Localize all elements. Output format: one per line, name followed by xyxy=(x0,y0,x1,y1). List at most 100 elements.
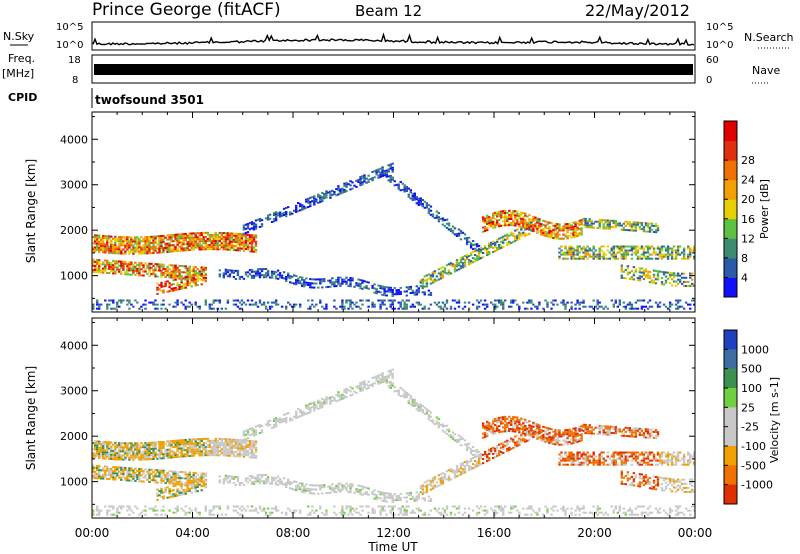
power-cell xyxy=(598,225,601,228)
power-cell xyxy=(240,307,244,310)
power-cell xyxy=(226,275,230,278)
power-cell xyxy=(166,238,169,241)
velocity-cell xyxy=(190,475,193,478)
velocity-cell xyxy=(204,507,207,510)
power-cell xyxy=(504,214,507,216)
power-cell xyxy=(116,262,119,265)
velocity-cell xyxy=(100,509,103,512)
power-cell xyxy=(96,271,99,274)
velocity-cell xyxy=(138,476,141,479)
power-cell xyxy=(96,263,99,265)
power-cell xyxy=(186,234,189,237)
power-cell xyxy=(313,203,316,206)
velocity-cell xyxy=(208,513,211,516)
power-cell xyxy=(138,268,141,271)
velocity-cell xyxy=(196,479,199,482)
power-cell xyxy=(610,299,613,302)
power-cell xyxy=(691,278,694,281)
velocity-cell xyxy=(186,442,189,445)
power-cell xyxy=(303,207,306,210)
velocity-cell xyxy=(92,466,95,469)
power-cell xyxy=(222,274,225,277)
power-cell xyxy=(550,301,553,304)
velocity-cell xyxy=(204,472,207,475)
velocity-cell xyxy=(391,501,394,504)
power-cell xyxy=(98,271,101,274)
power-cell xyxy=(120,236,123,239)
power-cell xyxy=(148,252,151,255)
power-cell xyxy=(528,222,531,225)
power-cell xyxy=(126,299,129,302)
power-cell xyxy=(343,188,346,191)
velocity-cell xyxy=(236,505,240,508)
power-cell xyxy=(530,225,533,228)
power-cell xyxy=(180,243,183,246)
power-cell xyxy=(156,269,159,272)
power-cell xyxy=(608,223,611,226)
power-cell xyxy=(578,303,581,306)
power-cell xyxy=(258,219,262,222)
power-cell xyxy=(558,229,561,232)
velocity-cell xyxy=(158,475,161,478)
power-cell xyxy=(307,197,310,200)
power-cell xyxy=(122,236,125,239)
power-cell xyxy=(166,268,169,271)
power-cell xyxy=(614,224,617,227)
velocity-cell xyxy=(132,458,135,461)
velocity-cell xyxy=(353,491,356,494)
power-cell xyxy=(471,248,475,251)
velocity-cell xyxy=(407,399,410,402)
power-cell xyxy=(636,255,640,258)
power-cell xyxy=(132,248,135,251)
velocity-cell xyxy=(254,425,258,428)
power-cell xyxy=(236,305,240,308)
power-cell xyxy=(232,244,236,247)
power-cell xyxy=(258,268,262,271)
velocity-cell xyxy=(301,482,304,485)
power-cell xyxy=(98,259,101,262)
power-cell xyxy=(435,275,439,278)
power-cell xyxy=(407,286,410,289)
velocity-cell xyxy=(122,446,125,449)
power-cell xyxy=(162,234,165,237)
velocity-cell xyxy=(122,448,125,451)
velocity-cell xyxy=(323,401,326,404)
power-cell xyxy=(447,228,451,231)
power-cell xyxy=(210,235,213,238)
power-cell xyxy=(126,273,129,276)
power-cell xyxy=(309,278,312,281)
velocity-cell xyxy=(164,482,167,485)
power-cell xyxy=(512,301,515,304)
power-cell xyxy=(544,299,547,302)
power-cell xyxy=(182,241,185,244)
velocity-cell xyxy=(341,393,344,396)
velocity-cell xyxy=(381,499,384,502)
power-cell xyxy=(363,280,366,283)
power-cell xyxy=(206,238,209,240)
power-cell xyxy=(471,261,475,264)
power-cell xyxy=(682,255,686,258)
power-cell xyxy=(287,301,290,304)
velocity-cell xyxy=(126,454,129,457)
velocity-cell xyxy=(188,444,191,447)
power-cell xyxy=(166,248,169,251)
power-cell xyxy=(104,249,107,252)
velocity-cell xyxy=(224,452,228,455)
power-cell xyxy=(250,221,254,224)
power-cell xyxy=(158,247,161,250)
power-cell xyxy=(564,305,567,308)
velocity-cell xyxy=(190,442,193,445)
power-cell xyxy=(666,249,670,252)
velocity-cell xyxy=(208,441,211,444)
power-cell xyxy=(417,199,420,202)
velocity-cell xyxy=(198,479,201,482)
velocity-cell xyxy=(166,480,169,483)
power-cell xyxy=(194,284,197,287)
power-cell xyxy=(154,241,157,244)
power-cell xyxy=(502,305,505,308)
power-cell xyxy=(666,251,670,254)
power-cell xyxy=(500,299,503,302)
power-cell xyxy=(554,227,557,230)
power-cell xyxy=(100,238,103,241)
power-cell xyxy=(224,240,228,243)
